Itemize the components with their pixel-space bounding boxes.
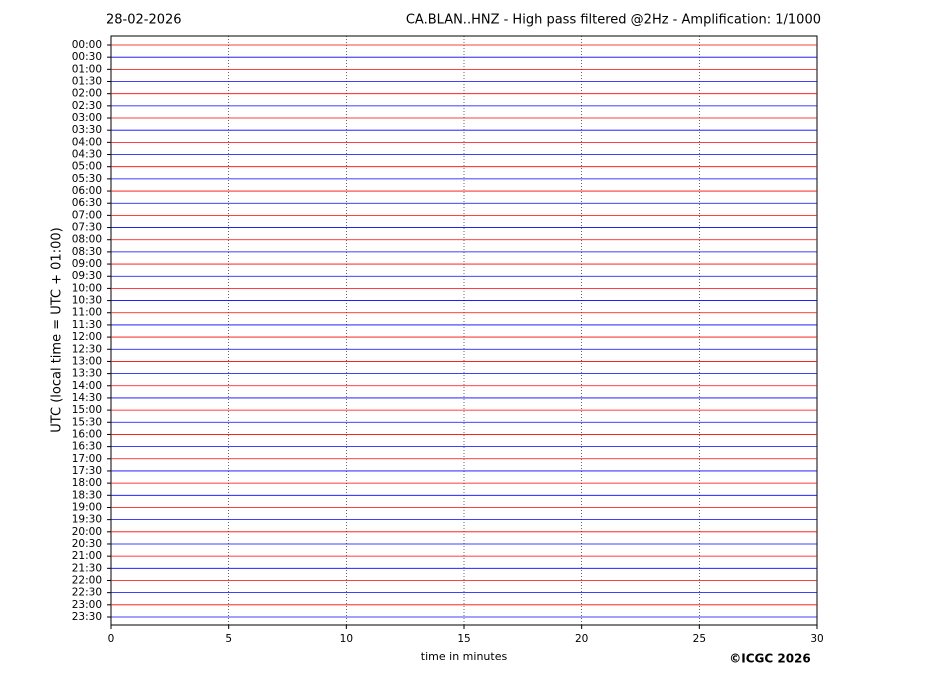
y-tick-label: 20:00	[72, 526, 102, 538]
y-tick-label: 03:30	[72, 124, 102, 136]
y-tick-label: 12:30	[72, 343, 102, 355]
y-tick-label: 10:30	[72, 295, 102, 307]
x-tick-label: 30	[810, 633, 823, 645]
y-tick-label: 02:30	[72, 100, 102, 112]
y-tick-label: 13:30	[72, 368, 102, 380]
x-axis-label: time in minutes	[421, 650, 508, 663]
y-tick-label: 14:30	[72, 392, 102, 404]
y-tick-label: 04:30	[72, 149, 102, 161]
y-tick-label: 01:00	[72, 63, 102, 75]
x-tick-label: 10	[340, 633, 353, 645]
y-tick-label: 05:30	[72, 173, 102, 185]
y-tick-label: 13:00	[72, 355, 102, 367]
x-tick-label: 0	[108, 633, 115, 645]
y-tick-label: 07:00	[72, 209, 102, 221]
y-tick-label: 11:00	[72, 307, 102, 319]
x-tick-label: 20	[575, 633, 588, 645]
y-tick-label: 05:00	[72, 161, 102, 173]
y-tick-label: 15:00	[72, 404, 102, 416]
y-tick-label: 02:00	[72, 88, 102, 100]
y-tick-label: 23:30	[72, 611, 102, 623]
y-tick-label: 15:30	[72, 416, 102, 428]
y-tick-label: 21:00	[72, 550, 102, 562]
y-tick-label: 14:00	[72, 380, 102, 392]
y-tick-label: 06:00	[72, 185, 102, 197]
y-tick-label: 00:30	[72, 51, 102, 63]
date: 28-02-2026	[106, 13, 182, 28]
y-tick-label: 20:30	[72, 538, 102, 550]
credit: ©ICGC 2026	[729, 652, 811, 666]
y-tick-label: 16:30	[72, 441, 102, 453]
y-tick-label: 08:30	[72, 246, 102, 258]
y-tick-label: 12:00	[72, 331, 102, 343]
y-axis-label: UTC (local time = UTC + 01:00)	[50, 227, 65, 432]
y-tick-label: 19:30	[72, 514, 102, 526]
y-tick-label: 00:00	[72, 39, 102, 51]
y-tick-label: 11:30	[72, 319, 102, 331]
chart-title: CA.BLAN..HNZ - High pass filtered @2Hz -…	[406, 13, 821, 28]
y-tick-label: 17:00	[72, 453, 102, 465]
y-tick-label: 07:30	[72, 222, 102, 234]
y-tick-label: 10:00	[72, 282, 102, 294]
y-tick-label: 09:00	[72, 258, 102, 270]
y-tick-label: 23:00	[72, 599, 102, 611]
y-tick-label: 08:00	[72, 234, 102, 246]
y-tick-label: 21:30	[72, 562, 102, 574]
y-tick-label: 06:30	[72, 197, 102, 209]
y-tick-label: 09:30	[72, 270, 102, 282]
y-tick-label: 04:00	[72, 136, 102, 148]
x-tick-label: 25	[693, 633, 706, 645]
x-tick-label: 5	[225, 633, 232, 645]
y-tick-label: 19:00	[72, 501, 102, 513]
y-tick-label: 16:00	[72, 428, 102, 440]
y-tick-label: 22:00	[72, 574, 102, 586]
y-tick-label: 18:00	[72, 477, 102, 489]
y-tick-label: 18:30	[72, 489, 102, 501]
y-tick-label: 03:00	[72, 112, 102, 124]
x-tick-label: 15	[457, 633, 470, 645]
y-tick-label: 22:30	[72, 587, 102, 599]
y-tick-label: 01:30	[72, 76, 102, 88]
y-tick-label: 17:30	[72, 465, 102, 477]
